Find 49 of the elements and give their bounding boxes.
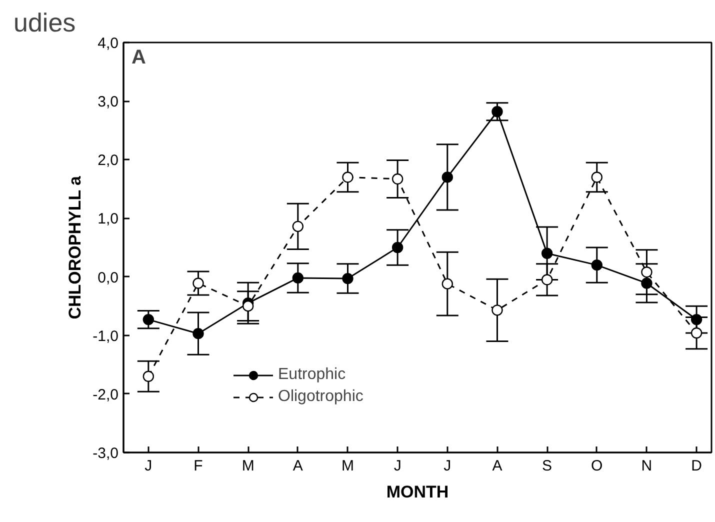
x-axis-title: MONTH bbox=[386, 482, 449, 502]
point bbox=[342, 172, 354, 183]
x-tick-label: M bbox=[242, 458, 254, 474]
y-tick-label: -1,0 bbox=[92, 328, 119, 345]
x-tick-label: J bbox=[444, 458, 452, 474]
y-axis-title: CHLOROPHYLL a bbox=[66, 175, 85, 320]
point bbox=[142, 370, 154, 382]
point bbox=[591, 172, 602, 183]
x-tick-label: O bbox=[591, 458, 603, 474]
x-tick-label: A bbox=[292, 458, 303, 474]
y-tick-label: 3,0 bbox=[98, 94, 119, 111]
point bbox=[442, 278, 453, 290]
y-tick-label: -2,0 bbox=[92, 386, 119, 404]
point bbox=[342, 272, 354, 284]
y-tick-label: 0,0 bbox=[98, 269, 119, 286]
point bbox=[541, 274, 553, 286]
point bbox=[192, 328, 204, 340]
legend-label: Oligotrophic bbox=[278, 388, 364, 406]
point bbox=[292, 272, 304, 284]
annotation: A bbox=[132, 46, 146, 68]
point bbox=[492, 304, 503, 316]
y-tick-label: 4,0 bbox=[98, 35, 119, 52]
x-tick-label: M bbox=[341, 458, 354, 474]
point bbox=[690, 327, 702, 339]
x-tick-label: J bbox=[144, 458, 152, 474]
point bbox=[541, 248, 553, 259]
legend-label: Eutrophic bbox=[278, 366, 346, 384]
point bbox=[142, 314, 154, 326]
x-tick-label: D bbox=[691, 458, 702, 474]
point bbox=[442, 172, 453, 183]
x-tick-label: J bbox=[394, 458, 402, 474]
point bbox=[242, 300, 254, 312]
point bbox=[292, 220, 304, 232]
point bbox=[641, 278, 652, 289]
x-tick-label: A bbox=[492, 458, 502, 474]
y-tick-label: 1,0 bbox=[98, 210, 119, 228]
x-tick-label: S bbox=[542, 458, 552, 474]
point bbox=[192, 278, 204, 289]
point bbox=[591, 259, 602, 271]
point bbox=[492, 106, 503, 118]
point bbox=[641, 266, 652, 278]
x-tick-label: F bbox=[194, 458, 203, 474]
y-tick-label: -3,0 bbox=[92, 445, 119, 462]
x-tick-label: N bbox=[641, 458, 652, 474]
y-tick-label: 2,0 bbox=[98, 152, 119, 170]
point bbox=[392, 173, 404, 185]
point bbox=[690, 314, 702, 326]
point bbox=[392, 242, 404, 254]
chart-title: udies bbox=[14, 8, 76, 38]
